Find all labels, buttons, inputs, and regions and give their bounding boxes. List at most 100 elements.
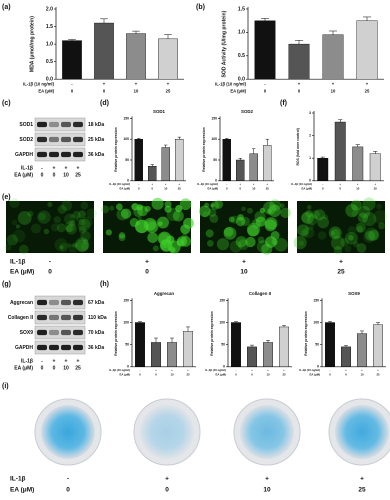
bar	[134, 138, 143, 181]
blot-band	[49, 344, 59, 351]
cell	[75, 216, 82, 222]
cell	[365, 230, 375, 241]
blot-band	[61, 344, 71, 351]
bar	[222, 138, 231, 181]
blot-strip	[34, 147, 86, 162]
condition-value: 25	[186, 373, 190, 377]
blot-band	[61, 299, 71, 306]
cell	[330, 228, 340, 239]
cell	[274, 237, 288, 252]
cell	[264, 219, 277, 232]
cell	[72, 242, 78, 248]
condition-value: 0	[329, 373, 331, 377]
panel-label: (h)	[100, 281, 109, 288]
cell	[59, 242, 69, 252]
error-bar	[238, 158, 242, 160]
blot-band	[73, 344, 83, 351]
blot-strip	[34, 310, 86, 325]
cell	[47, 202, 53, 208]
cell	[229, 240, 242, 253]
y-tick-label: 100	[219, 320, 225, 324]
cell	[131, 203, 139, 211]
y-tick-label: 150	[123, 116, 129, 120]
cell	[223, 227, 237, 240]
cell	[373, 209, 388, 224]
condition-value: +	[345, 368, 347, 372]
cell	[80, 201, 89, 210]
condition-label: EA (μM)	[230, 88, 246, 93]
cell	[347, 226, 357, 235]
condition-label: IL-1β	[10, 259, 26, 266]
cell	[267, 208, 272, 214]
condition-value: 0	[53, 365, 56, 371]
condition-value: 0	[41, 172, 44, 178]
stained-dish	[233, 398, 301, 466]
panel-label: (d)	[100, 100, 109, 107]
y-tick-label: 0	[127, 365, 129, 369]
blot-band	[61, 329, 71, 336]
condition-label: IL-1β (10 ng/ml)	[197, 182, 218, 186]
cell	[118, 234, 126, 242]
condition-value: +	[103, 82, 106, 87]
condition-value: 25	[282, 373, 286, 377]
y-axis-label: ROS (fold over control)	[296, 128, 300, 165]
cell	[240, 216, 250, 226]
condition-label: IL-1β (10 ng/ml)	[109, 182, 130, 186]
bar	[134, 322, 145, 367]
condition-value: 10	[240, 269, 248, 276]
chart-title: Collagen II	[249, 291, 271, 296]
condition-value: +	[357, 182, 359, 186]
y-tick-label: 1.5	[238, 6, 245, 12]
bar	[334, 121, 346, 181]
cell	[317, 216, 330, 229]
blot-strip	[34, 340, 86, 355]
cell	[105, 229, 112, 236]
cell	[160, 243, 167, 249]
cell	[306, 204, 312, 210]
cell	[298, 240, 304, 246]
cell	[57, 205, 67, 214]
cell	[59, 245, 64, 250]
cell	[340, 238, 349, 247]
bar	[62, 40, 82, 80]
condition-value: +	[53, 358, 56, 364]
condition-label: IL-1β (10 ng/ml)	[291, 182, 312, 186]
cell	[254, 211, 266, 223]
condition-value: -	[226, 182, 227, 186]
error-bar	[186, 326, 190, 332]
blot-band	[73, 151, 83, 158]
stain	[140, 405, 194, 459]
condition-value: 0	[53, 172, 56, 178]
cell	[246, 207, 254, 214]
cell	[351, 210, 359, 217]
cell	[355, 222, 366, 233]
error-bar	[360, 330, 364, 334]
band-size: 70 kDa	[88, 330, 104, 336]
y-tick-label: 50	[125, 343, 129, 347]
error-bar	[164, 144, 168, 148]
cell	[179, 198, 192, 211]
cell	[255, 216, 266, 227]
condition-value: -	[322, 182, 323, 186]
cell	[269, 199, 281, 211]
condition-value: +	[145, 259, 149, 266]
condition-value: +	[374, 182, 376, 186]
cell	[210, 203, 215, 208]
blot-band	[61, 121, 71, 128]
cell	[115, 203, 123, 211]
cell	[305, 221, 315, 231]
condition-value: -	[67, 476, 69, 483]
cell	[301, 211, 314, 225]
error-bar	[177, 136, 181, 140]
condition-value: 25	[358, 487, 366, 494]
error-bar	[132, 30, 140, 34]
y-tick-label: 1.0	[46, 41, 53, 47]
condition-value: 0	[48, 269, 52, 276]
cell	[17, 211, 32, 225]
blot-band	[73, 121, 83, 128]
error-bar	[376, 322, 380, 325]
cell	[235, 236, 247, 248]
cell	[297, 224, 309, 237]
error-bar	[260, 18, 270, 21]
